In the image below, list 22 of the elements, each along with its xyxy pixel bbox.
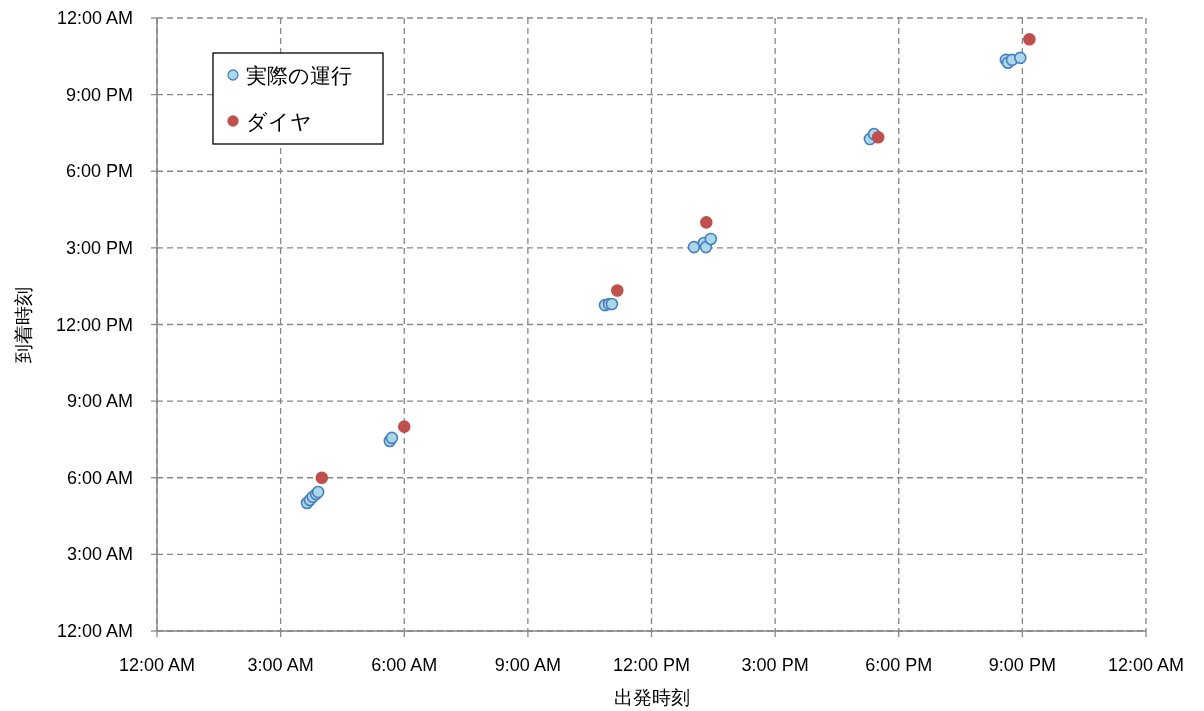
x-tick-label: 9:00 PM [988, 655, 1056, 675]
y-tick-label: 12:00 AM [56, 621, 133, 641]
x-tick-label: 6:00 PM [865, 655, 933, 675]
x-tick-label: 6:00 AM [371, 655, 438, 675]
x-axis-title: 出発時刻 [613, 687, 690, 708]
y-axis-title: 到着時刻 [13, 286, 34, 363]
y-tick-label: 3:00 PM [65, 237, 133, 258]
y-tick-label: 3:00 AM [66, 544, 133, 565]
legend-label: 実際の運行 [246, 64, 352, 87]
y-tick-label: 6:00 PM [65, 161, 133, 182]
x-tick-label: 3:00 PM [741, 655, 809, 675]
y-tick-label: 6:00 AM [66, 467, 133, 488]
y-tick-label: 12:00 AM [56, 8, 133, 28]
y-tick-label: 9:00 PM [65, 84, 133, 105]
y-tick-label: 9:00 AM [66, 391, 133, 412]
x-tick-label: 12:00 PM [612, 655, 691, 675]
x-tick-label: 9:00 AM [494, 655, 561, 675]
y-tick-label: 12:00 PM [55, 314, 133, 335]
x-tick-label: 12:00 AM [118, 655, 196, 675]
legend-label: ダイヤ [246, 110, 312, 133]
x-tick-label: 3:00 AM [247, 655, 314, 675]
x-tick-label: 12:00 AM [1107, 655, 1185, 675]
